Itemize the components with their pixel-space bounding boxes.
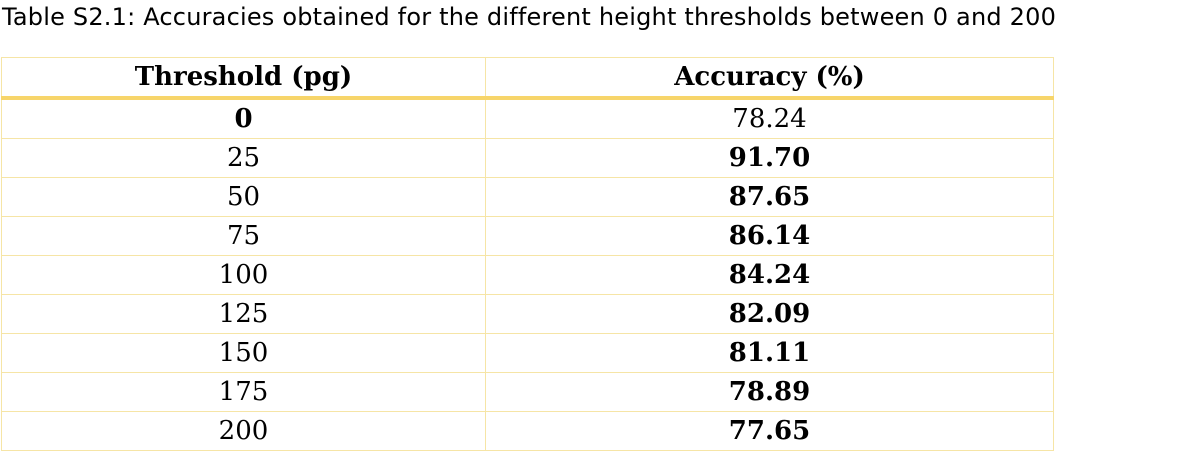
table-row: 100 84.24 <box>1 255 1054 295</box>
header-threshold: Threshold (pg) <box>1 57 486 100</box>
table-row: 125 82.09 <box>1 294 1054 334</box>
accuracy-cell: 77.65 <box>485 411 1054 451</box>
accuracy-cell: 87.65 <box>485 177 1054 217</box>
table-row: 25 91.70 <box>1 138 1054 178</box>
threshold-cell: 50 <box>1 177 486 217</box>
table-row: 75 86.14 <box>1 216 1054 256</box>
threshold-cell: 100 <box>1 255 486 295</box>
threshold-cell: 150 <box>1 333 486 373</box>
threshold-cell: 125 <box>1 294 486 334</box>
table-header-row: Threshold (pg) Accuracy (%) <box>1 57 1054 100</box>
table-caption: Table S2.1: Accuracies obtained for the … <box>2 3 1057 31</box>
threshold-cell: 200 <box>1 411 486 451</box>
accuracy-cell: 82.09 <box>485 294 1054 334</box>
threshold-cell: 175 <box>1 372 486 412</box>
threshold-cell: 25 <box>1 138 486 178</box>
table-row: 50 87.65 <box>1 177 1054 217</box>
accuracy-cell: 91.70 <box>485 138 1054 178</box>
table-row: 0 78.24 <box>1 97 1054 139</box>
table-row: 200 77.65 <box>1 411 1054 451</box>
accuracy-cell: 86.14 <box>485 216 1054 256</box>
accuracy-table: Threshold (pg) Accuracy (%) 0 78.24 25 9… <box>1 57 1054 451</box>
table-row: 150 81.11 <box>1 333 1054 373</box>
threshold-cell: 75 <box>1 216 486 256</box>
accuracy-cell: 81.11 <box>485 333 1054 373</box>
threshold-cell: 0 <box>1 97 486 139</box>
accuracy-cell: 84.24 <box>485 255 1054 295</box>
accuracy-cell: 78.89 <box>485 372 1054 412</box>
accuracy-cell: 78.24 <box>485 97 1054 139</box>
header-accuracy: Accuracy (%) <box>485 57 1054 100</box>
table-row: 175 78.89 <box>1 372 1054 412</box>
